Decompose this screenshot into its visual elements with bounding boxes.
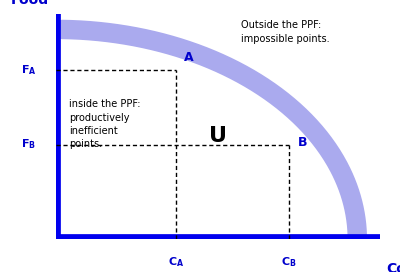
Text: inside the PPF:
productively
inefficient
points.: inside the PPF: productively inefficient… bbox=[69, 99, 140, 149]
Text: Computers: Computers bbox=[386, 262, 400, 272]
Text: $\mathbf{C_B}$: $\mathbf{C_B}$ bbox=[282, 255, 297, 269]
Text: $\mathbf{F_A}$: $\mathbf{F_A}$ bbox=[21, 63, 36, 77]
Text: Outside the PPF:
impossible points.: Outside the PPF: impossible points. bbox=[241, 20, 329, 44]
Text: $\mathbf{F_B}$: $\mathbf{F_B}$ bbox=[22, 138, 36, 152]
Text: U: U bbox=[209, 125, 227, 146]
Text: B: B bbox=[297, 136, 307, 149]
Text: $\mathbf{C_A}$: $\mathbf{C_A}$ bbox=[168, 255, 184, 269]
Text: A: A bbox=[184, 51, 194, 64]
Text: Food: Food bbox=[11, 0, 49, 7]
